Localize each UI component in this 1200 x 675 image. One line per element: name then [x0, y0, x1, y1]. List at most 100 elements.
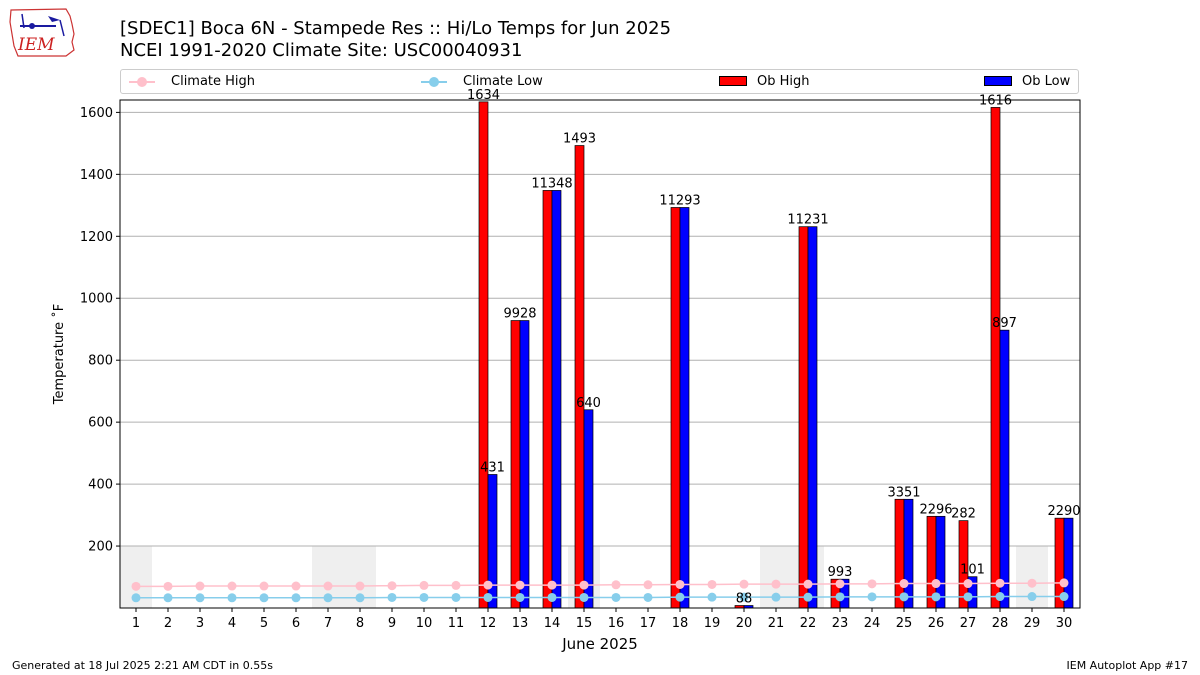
climate-high-line	[136, 582, 1065, 588]
ob-high-swatch	[719, 76, 747, 86]
climate-low-point	[739, 592, 749, 602]
bar-value-label: 2296	[919, 502, 952, 517]
climate-high-point	[195, 581, 205, 591]
climate-low-point	[771, 592, 781, 602]
climate-high-point	[931, 579, 941, 589]
climate-low-point	[803, 592, 813, 602]
x-tick-label: 29	[1024, 616, 1041, 631]
ob-high-bar	[990, 107, 1001, 609]
ob-high-bar	[510, 320, 521, 609]
climate-high-point	[1059, 578, 1069, 588]
climate-low-point	[387, 592, 397, 602]
bar-value-label: 282	[951, 507, 976, 522]
climate-low-point	[163, 593, 173, 603]
bar-value-label: 1493	[563, 132, 596, 147]
ob-high-bar	[574, 145, 585, 609]
climate-high-point	[707, 579, 717, 589]
x-tick-label: 11	[448, 616, 465, 631]
bar-value-label: 3351	[887, 485, 920, 500]
climate-low-point	[419, 592, 429, 602]
legend: Climate High Climate Low Ob High Ob Low	[120, 69, 1079, 94]
climate-high-point	[835, 579, 845, 589]
x-tick-label: 25	[896, 616, 913, 631]
bar-value-label: 897	[992, 316, 1017, 331]
x-tick-label: 19	[704, 616, 721, 631]
climate-high-point	[739, 579, 749, 589]
bar-value-label: 11231	[787, 213, 828, 228]
y-tick-label: 1400	[80, 168, 113, 183]
climate-low-point	[515, 592, 525, 602]
climate-low-point	[643, 592, 653, 602]
climate-low-line	[136, 595, 1064, 599]
climate-high-point	[611, 580, 621, 590]
climate-high-point	[227, 581, 237, 591]
climate-low-point	[259, 593, 269, 603]
x-tick-label: 15	[576, 616, 593, 631]
legend-label-ob-low: Ob Low	[1022, 74, 1071, 89]
x-tick-label: 23	[832, 616, 849, 631]
ob-low-bar	[807, 226, 818, 609]
ob-low-bar	[999, 329, 1010, 609]
x-tick-label: 20	[736, 616, 753, 631]
legend-item-ob-low: Ob Low	[984, 73, 1076, 91]
x-tick-label: 24	[864, 616, 881, 631]
ob-low-bar	[519, 320, 530, 609]
x-tick-label: 7	[324, 616, 332, 631]
climate-low-point	[835, 592, 845, 602]
x-tick-label: 9	[388, 616, 396, 631]
legend-label-climate-low: Climate Low	[463, 74, 543, 89]
footer-app: IEM Autoplot App #17	[1066, 659, 1189, 672]
y-tick-label: 800	[88, 354, 113, 369]
climate-low-point	[611, 592, 621, 602]
climate-low-point	[899, 592, 909, 602]
footer-generated: Generated at 18 Jul 2025 2:21 AM CDT in …	[12, 659, 273, 672]
climate-high-point	[1027, 578, 1037, 588]
climate-low-point	[323, 593, 333, 603]
chart-title: [SDEC1] Boca 6N - Stampede Res :: Hi/Lo …	[120, 18, 672, 39]
ob-high-bar	[670, 207, 681, 609]
legend-item-climate-high: Climate High	[129, 73, 279, 91]
bar-value-label: 11348	[531, 176, 572, 191]
climate-high-point	[451, 580, 461, 590]
iem-logo: IEM	[9, 8, 75, 57]
ob-low-bar	[903, 498, 914, 609]
climate-low-point	[355, 593, 365, 603]
x-tick-label: 6	[292, 616, 300, 631]
chart-subtitle: NCEI 1991-2020 Climate Site: USC00040931	[120, 40, 523, 61]
climate-high-point	[131, 581, 141, 591]
x-tick-label: 3	[196, 616, 204, 631]
climate-high-point	[483, 580, 493, 590]
climate-high-point	[355, 581, 365, 591]
bar-value-label: 993	[828, 565, 853, 580]
ob-high-bar	[894, 498, 905, 609]
legend-item-climate-low: Climate Low	[421, 73, 571, 91]
climate-high-point	[771, 579, 781, 589]
climate-high-point	[675, 579, 685, 589]
climate-high-point	[259, 581, 269, 591]
climate-high-point	[323, 581, 333, 591]
y-tick-label: 400	[88, 478, 113, 493]
y-axis-label: Temperature ˚F	[51, 304, 67, 405]
climate-low-point	[131, 593, 141, 603]
climate-low-point	[291, 593, 301, 603]
climate-high-point	[387, 581, 397, 591]
x-tick-label: 26	[928, 616, 945, 631]
ob-low-bar	[583, 409, 594, 609]
x-tick-label: 4	[228, 616, 236, 631]
climate-low-point	[1059, 592, 1069, 602]
bar-value-label: 1616	[979, 93, 1012, 108]
x-tick-label: 14	[544, 616, 561, 631]
x-tick-label: 1	[132, 616, 140, 631]
y-tick-label: 1600	[80, 106, 113, 121]
x-tick-label: 13	[512, 616, 529, 631]
climate-high-point	[579, 580, 589, 590]
climate-low-point	[995, 592, 1005, 602]
bar-value-label: 1634	[467, 88, 500, 103]
climate-low-point	[707, 592, 717, 602]
x-tick-label: 16	[608, 616, 625, 631]
y-tick-label: 200	[88, 540, 113, 555]
climate-low-point	[227, 593, 237, 603]
climate-low-point	[867, 592, 877, 602]
x-tick-label: 22	[800, 616, 817, 631]
